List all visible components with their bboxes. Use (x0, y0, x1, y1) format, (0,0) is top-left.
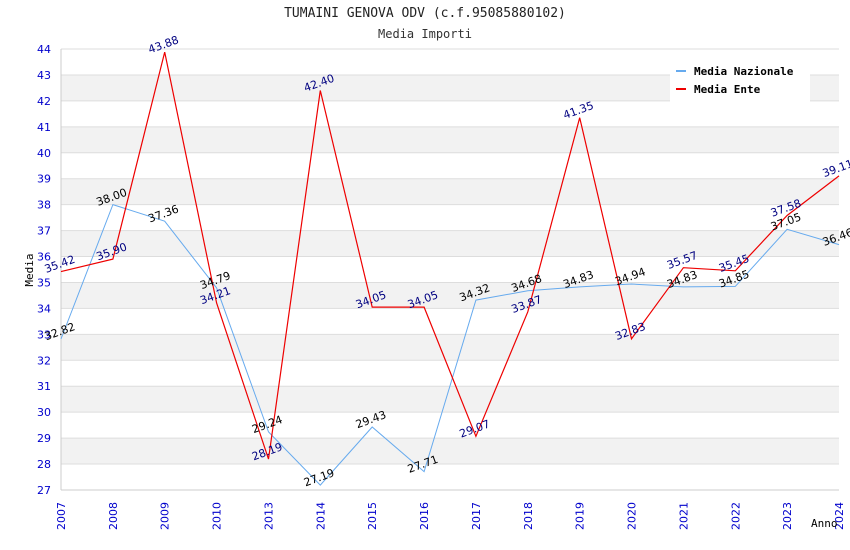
x-tick-label: 2023 (781, 502, 794, 530)
x-tick-label: 2018 (522, 502, 535, 530)
chart-title: TUMAINI GENOVA ODV (c.f.95085880102) (284, 6, 566, 21)
legend-item-nazionale: Media Nazionale (676, 64, 793, 80)
legend-swatch-ente (676, 88, 686, 90)
y-tick-label: 43 (37, 69, 51, 82)
grid-band (61, 464, 839, 490)
y-axis-ticks: 27 28 29 30 31 32 33 34 35 36 37 38 39 40 41 42 43 44 (37, 43, 51, 497)
y-tick-label: 44 (37, 43, 51, 56)
x-tick-label: 2017 (470, 502, 483, 530)
y-tick-label: 34 (37, 302, 51, 315)
y-axis-label: Media (23, 253, 36, 286)
grid-band (61, 152, 839, 179)
y-tick-label: 41 (37, 121, 51, 134)
y-tick-label: 32 (37, 354, 51, 367)
grid-band (61, 126, 839, 153)
x-tick-label: 2022 (729, 502, 742, 530)
y-tick-label: 36 (37, 251, 51, 264)
grid-band (61, 230, 839, 257)
y-tick-label: 40 (37, 147, 51, 160)
series-line-media-ente (60, 51, 840, 460)
y-tick-label: 37 (37, 225, 51, 238)
y-tick-label: 29 (37, 432, 51, 445)
x-tick-label: 2021 (677, 502, 690, 530)
x-axis-label: Anno (811, 517, 838, 530)
legend-item-ente: Media Ente (676, 82, 760, 98)
x-tick-label: 2015 (366, 502, 379, 530)
y-tick-label: 39 (37, 173, 51, 186)
grid-band (61, 334, 839, 361)
x-tick-label: 2019 (574, 502, 587, 530)
grid-band (61, 438, 839, 465)
x-tick-label: 2010 (211, 502, 224, 530)
y-tick-label: 35 (37, 276, 51, 289)
y-tick-label: 31 (37, 380, 51, 393)
y-tick-label: 28 (37, 458, 51, 471)
series-lines (60, 51, 840, 486)
legend-label-nazionale: Media Nazionale (694, 65, 794, 78)
y-tick-label: 27 (37, 484, 51, 497)
grid-bands (61, 49, 839, 490)
grid-band (61, 100, 839, 127)
grid-band (61, 178, 839, 205)
grid-band (61, 412, 839, 439)
grid-band (61, 308, 839, 335)
x-tick-label: 2024 (833, 502, 846, 530)
y-tick-label: 30 (37, 406, 51, 419)
x-axis-ticks: 2007 2008 2009 2010 2013 2014 2015 2016 2017 2018… (55, 502, 846, 530)
series-line-media-nazionale (60, 203, 840, 486)
grid-band (61, 386, 839, 413)
grid-band (61, 204, 839, 231)
y-tick-label: 42 (37, 95, 51, 108)
x-tick-label: 2007 (55, 502, 68, 530)
y-tick-label: 38 (37, 199, 51, 212)
legend-swatch-nazionale (676, 70, 686, 72)
x-tick-label: 2009 (159, 502, 172, 530)
legend-label-ente: Media Ente (694, 83, 761, 96)
x-tick-label: 2014 (314, 502, 327, 530)
legend: Media Nazionale Media Ente (670, 60, 810, 102)
y-tick-label: 33 (37, 328, 51, 341)
x-tick-label: 2020 (626, 502, 639, 530)
chart-subtitle: Media Importi (378, 27, 472, 41)
x-tick-label: 2008 (107, 502, 120, 530)
x-tick-label: 2013 (262, 502, 275, 530)
x-tick-label: 2016 (418, 502, 431, 530)
